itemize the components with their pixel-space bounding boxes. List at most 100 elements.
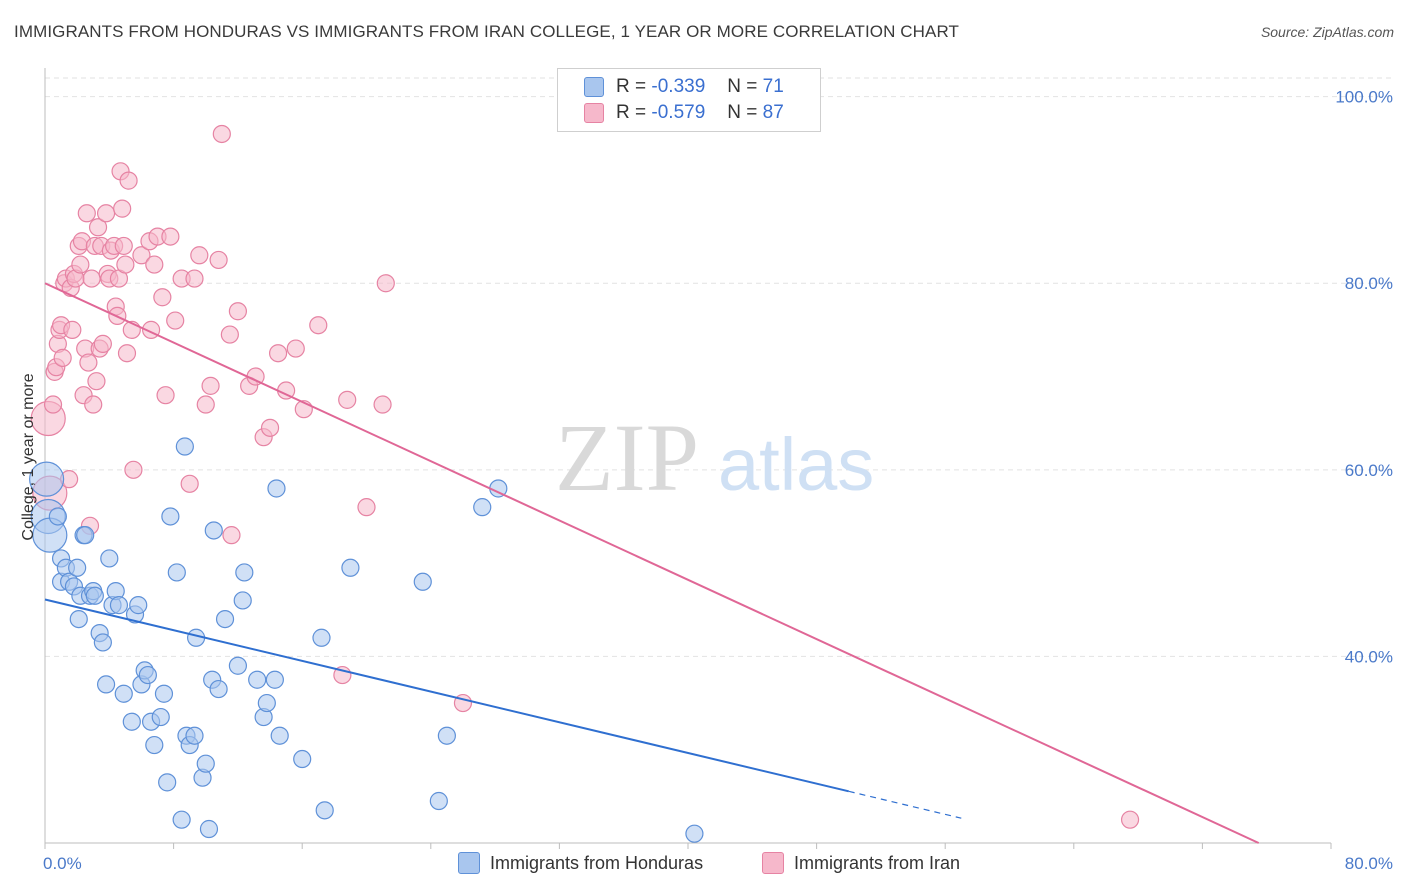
bottom-legend: Immigrants from Honduras Immigrants from… <box>0 852 1406 878</box>
honduras-point <box>68 558 87 577</box>
honduras-point <box>48 507 67 526</box>
iran-point <box>71 255 90 274</box>
iran-point <box>309 316 328 335</box>
honduras-point <box>413 572 432 591</box>
iran-point <box>196 395 215 414</box>
iran-point <box>185 269 204 288</box>
honduras-point <box>161 507 180 526</box>
source-note: Source: ZipAtlas.com <box>1260 24 1394 40</box>
correlation-legend: R = -0.339 N = 71 R = -0.579 N = 87 <box>557 68 821 132</box>
iran-point <box>180 474 199 493</box>
y-tick-label: 40.0% <box>1345 647 1393 666</box>
honduras-point <box>235 563 254 582</box>
axes <box>44 68 1332 849</box>
iran-point <box>286 339 305 358</box>
bottom-legend-iran: Immigrants from Iran <box>762 852 960 874</box>
honduras-point <box>204 521 223 540</box>
iran-point <box>79 353 98 372</box>
legend-r-value: -0.579 <box>651 102 706 123</box>
honduras-point <box>315 801 334 820</box>
iran-point <box>63 320 82 339</box>
iran-point <box>161 227 180 246</box>
iran-point <box>53 348 72 367</box>
iran-point <box>93 334 112 353</box>
iran-point <box>84 395 103 414</box>
iran-point <box>156 386 175 405</box>
iran-point <box>209 250 228 270</box>
honduras-point <box>270 726 289 745</box>
iran-point <box>201 376 220 395</box>
honduras-point <box>267 479 286 498</box>
honduras-point <box>473 498 492 517</box>
honduras-point <box>69 609 88 629</box>
honduras-point <box>154 684 174 703</box>
honduras-point <box>76 526 95 545</box>
iran-point <box>124 460 143 479</box>
honduras-point <box>129 596 148 615</box>
honduras-point <box>122 712 141 731</box>
iran-point <box>153 288 172 307</box>
tick-labels: 40.0% 60.0% 80.0% 100.0% 0.0% 80.0% <box>43 88 1393 873</box>
trend-lines <box>44 282 1260 844</box>
iran-point <box>357 498 376 517</box>
iran-point <box>268 344 288 363</box>
bottom-legend-label-iran: Immigrants from Iran <box>794 852 961 873</box>
honduras-point <box>114 684 133 703</box>
legend-n-label: N = <box>727 102 758 123</box>
y-axis-title: College, 1 year or more <box>20 373 37 540</box>
honduras-point <box>199 819 219 839</box>
iran-point <box>77 204 96 223</box>
honduras-point <box>172 810 191 829</box>
bottom-legend-swatch-honduras <box>458 852 480 874</box>
legend-r-label: R = <box>616 76 647 97</box>
iran-point <box>87 372 106 391</box>
x-tick-label-end: 80.0% <box>1345 854 1393 873</box>
honduras-point <box>248 670 267 689</box>
series-iran-points <box>30 124 1140 829</box>
iran-point <box>119 171 138 190</box>
honduras-point <box>233 591 252 610</box>
iran-point <box>145 255 164 274</box>
honduras-point <box>138 665 157 685</box>
iran-point <box>190 246 209 265</box>
honduras-point <box>196 754 215 773</box>
honduras-point <box>96 675 116 694</box>
iran-point <box>373 395 392 414</box>
iran-point <box>338 390 357 409</box>
iran-point <box>82 269 101 288</box>
series-honduras-points <box>29 437 704 843</box>
iran-point <box>376 274 395 293</box>
legend-r-value: -0.339 <box>651 76 706 97</box>
iran-point <box>117 344 137 363</box>
y-tick-label: 100.0% <box>1335 88 1393 107</box>
bottom-legend-swatch-iran <box>762 852 784 874</box>
legend-n-value: 71 <box>762 76 784 97</box>
honduras-point <box>158 773 177 792</box>
iran-point <box>220 325 239 344</box>
honduras-point <box>167 563 186 582</box>
iran-point <box>88 218 108 237</box>
legend-r-label: R = <box>616 102 647 123</box>
legend-swatch-iran <box>584 103 604 123</box>
watermark: ZIP atlas <box>555 404 874 511</box>
honduras-point <box>145 735 164 755</box>
honduras-point <box>215 609 235 629</box>
honduras-point <box>228 656 247 675</box>
honduras-point <box>151 707 170 727</box>
watermark-zip: ZIP <box>555 404 699 511</box>
iran-point <box>132 246 151 265</box>
iran-point <box>166 311 185 330</box>
iran-point <box>113 199 132 218</box>
honduras-point <box>209 679 228 699</box>
iran-point <box>1120 810 1140 829</box>
honduras-point <box>312 628 331 647</box>
iran-point <box>212 124 231 144</box>
iran-point <box>43 395 63 414</box>
honduras-trend-extension <box>848 790 962 819</box>
y-tick-label: 80.0% <box>1345 274 1393 293</box>
honduras-point <box>185 726 204 745</box>
bottom-legend-label-honduras: Immigrants from Honduras <box>490 852 704 873</box>
y-tick-label: 60.0% <box>1345 461 1393 480</box>
honduras-point <box>685 824 704 843</box>
honduras-point <box>93 633 112 652</box>
